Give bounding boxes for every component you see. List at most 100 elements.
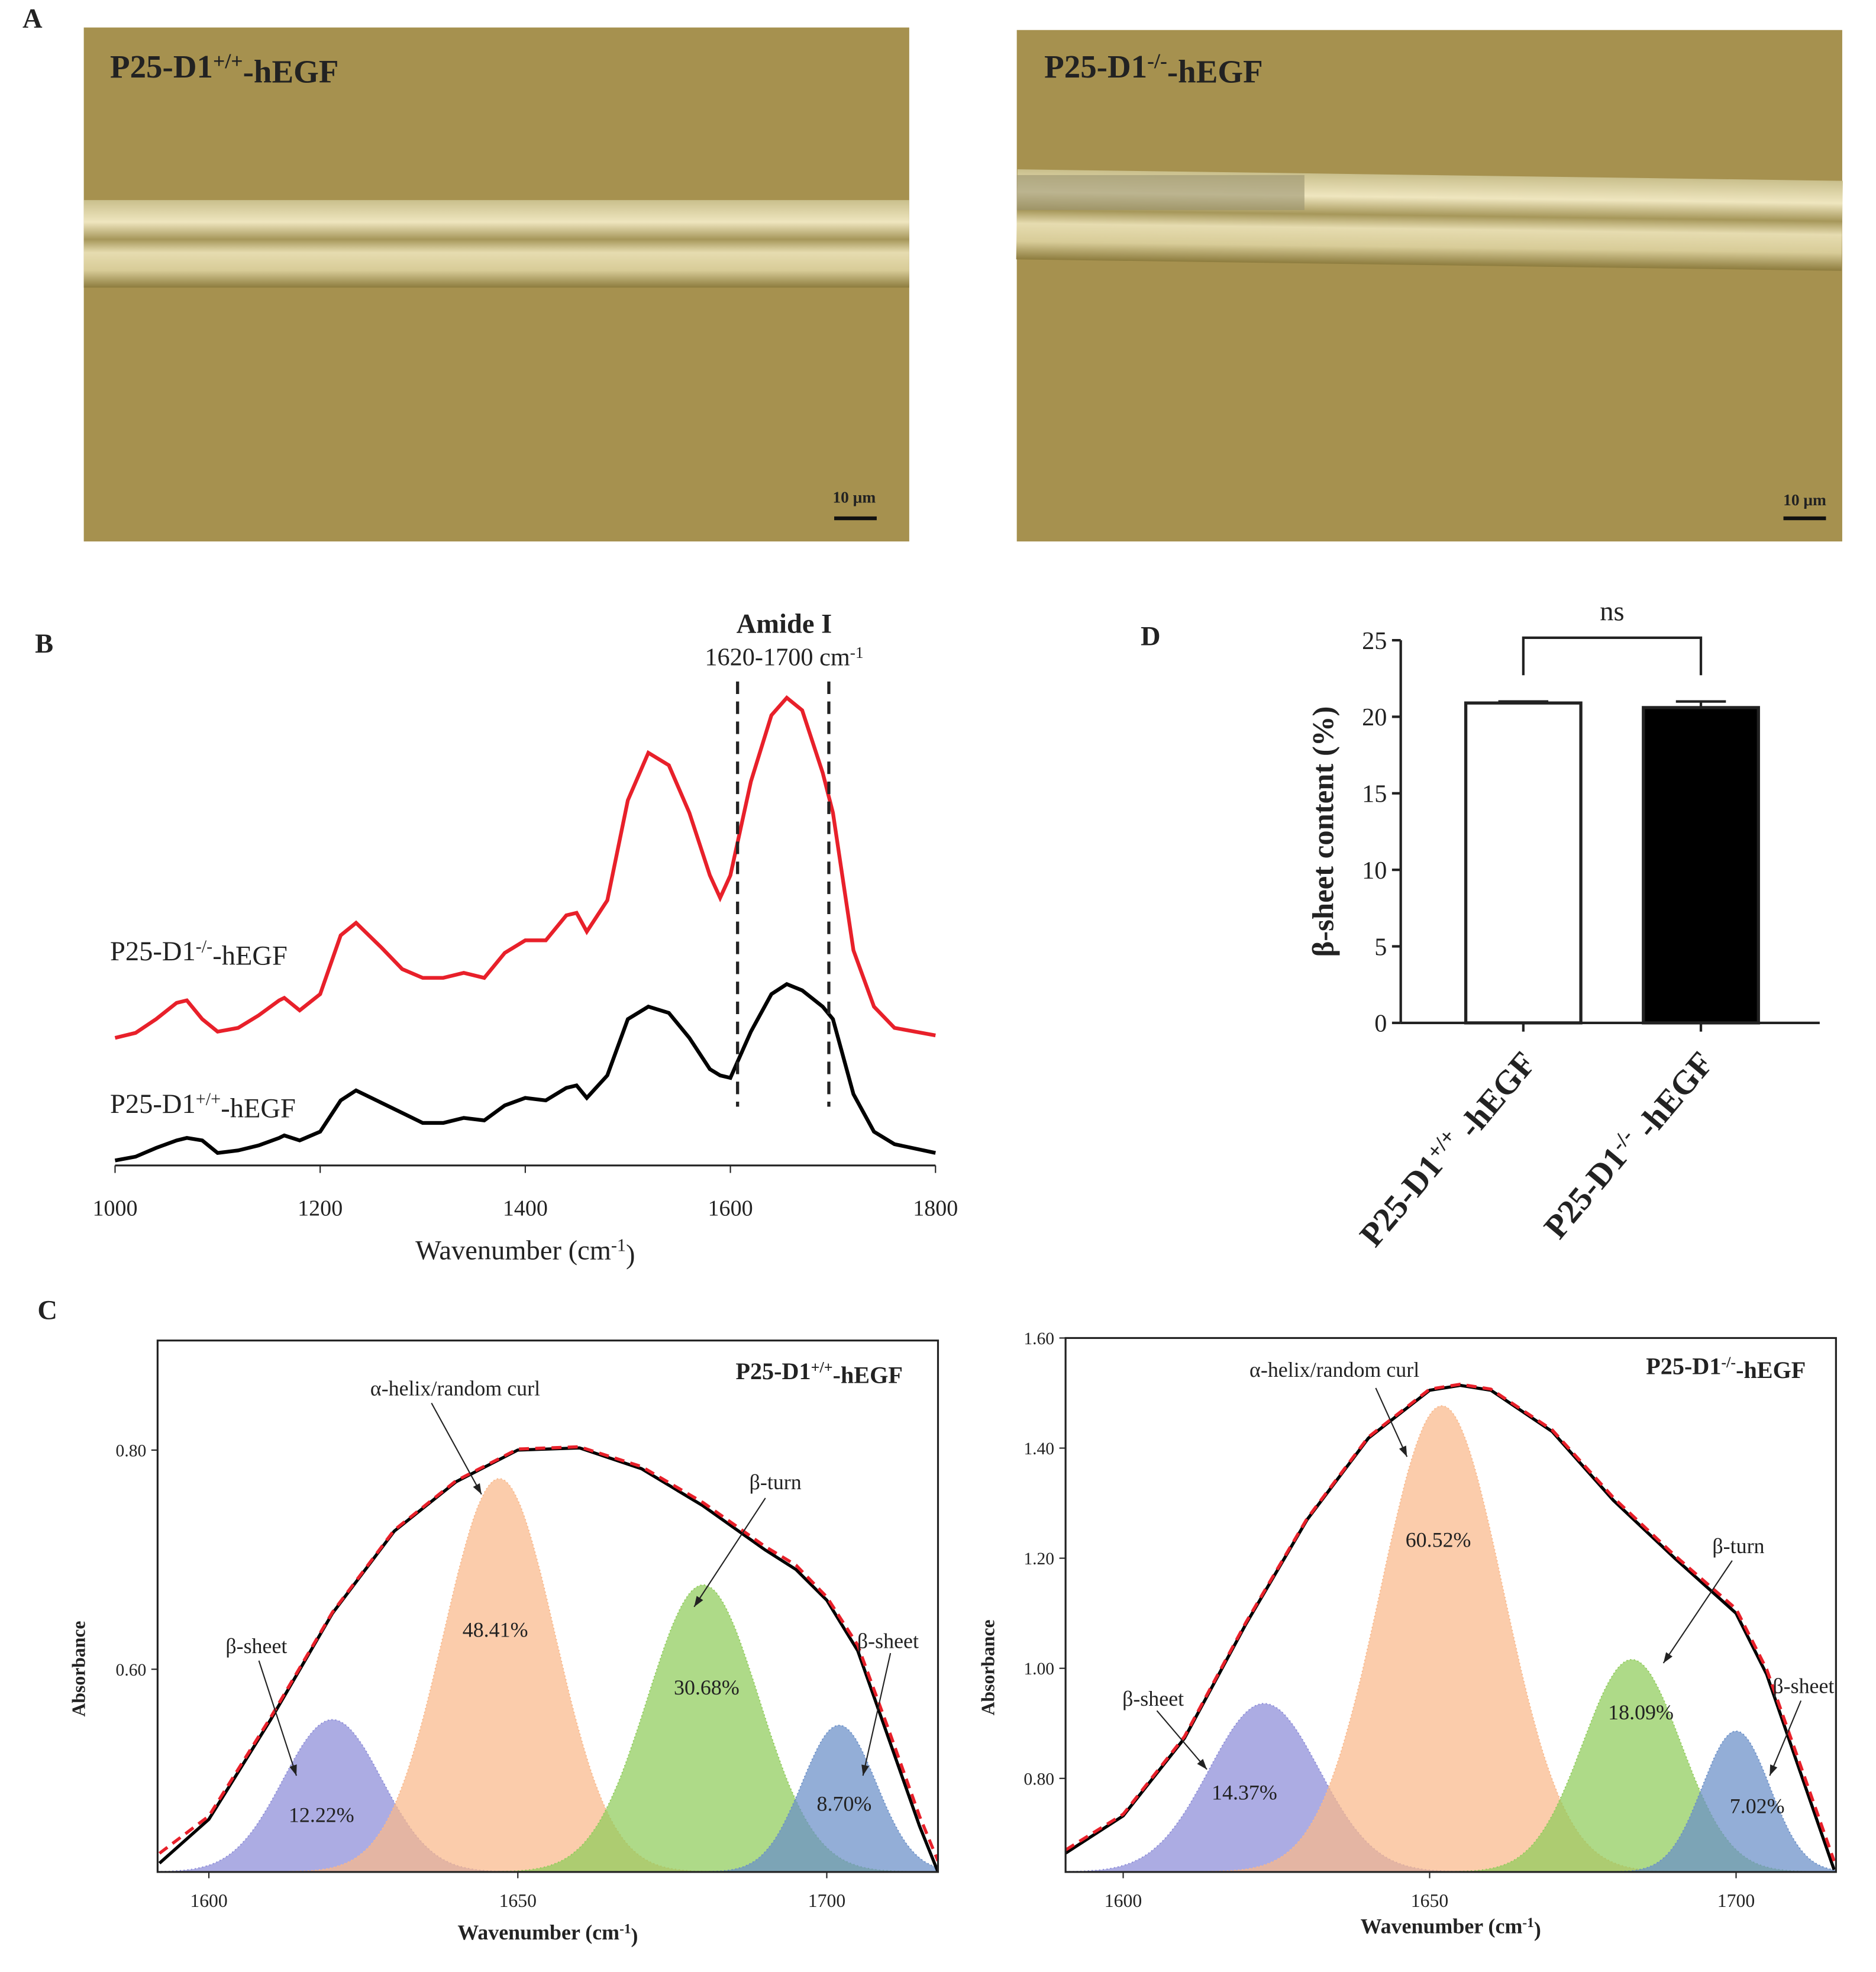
micrograph-1 [83,27,909,542]
y-tick-label: 20 [1362,703,1387,731]
arrow-head [861,1764,869,1776]
plot-frame [156,1340,939,1873]
x-tick-label: 1400 [503,1196,548,1221]
panel-title-sup: -/- [1721,1354,1736,1371]
arrow [258,1660,298,1776]
x-tick-label: 1700 [1717,1890,1755,1911]
y-tick-label: 15 [1362,780,1387,808]
category-label: P25-D1-/- -hEGF [1537,1041,1721,1249]
x-axis-label-sup: -1 [611,1235,626,1256]
panel-title-sup: +/+ [811,1358,833,1376]
scale-label: 10 μm [832,489,876,506]
peak-name: β-sheet [1772,1674,1834,1698]
micrograph-label-text: P25-D1 [110,49,213,85]
spectrum [114,695,936,1040]
category-label-text: P25-D1 [1537,1140,1634,1246]
series-label-text: P25-D1 [110,1089,196,1119]
panel-letter: D [1141,622,1161,652]
micrograph-label-sup: -/- [1147,49,1167,73]
panel-letter: A [22,4,43,34]
peak-share: 30.68% [674,1676,740,1699]
series-label: P25-D1+/+-hEGF [110,1089,296,1124]
series-label-sup: +/+ [196,1089,221,1109]
y-tick-label: 1.40 [1023,1440,1054,1458]
peak-share: 8.70% [817,1792,872,1815]
annotation-range: 1620-1700 cm-1 [705,643,863,671]
x-axis-label: Wavenumber (cm-1) [415,1235,635,1270]
x-tick-label: 1600 [1105,1890,1142,1911]
series-label-tail: -hEGF [221,1093,296,1124]
y-tick-label: 5 [1374,933,1387,961]
arrow [862,1653,892,1776]
y-axis-label: Absorbance [978,1619,999,1715]
x-axis-label-tail: ) [626,1240,635,1270]
scale-bar [1783,516,1826,521]
absorbance-curve [158,1445,938,1862]
fitted-peak [1065,1730,1836,1872]
micrograph-label-text: P25-D1 [1044,49,1147,85]
x-tick-label: 1000 [92,1196,137,1221]
x-tick-label: 1700 [808,1890,845,1911]
x-tick-label: 1650 [499,1890,537,1911]
micrograph-label-tail: -hEGF [243,54,339,90]
peak-name: β-sheet [225,1634,287,1658]
x-tick-label: 1650 [1411,1890,1448,1911]
category-label-text: P25-D1 [1352,1148,1449,1254]
series-label: P25-D1-/--hEGF [110,937,288,972]
series-label-text: P25-D1 [110,937,196,967]
x-tick-label: 1200 [298,1196,343,1221]
peak-name: α-helix/random curl [370,1377,540,1400]
absorbance-curve [1065,1382,1836,1862]
y-tick-label: 0.80 [116,1441,147,1460]
bar [1464,701,1583,1025]
arrow [1156,1710,1207,1770]
category-label: P25-D1+/+ -hEGF [1352,1041,1543,1257]
x-axis-label-sup: -1 [619,1922,631,1937]
fitted-peak [157,1584,938,1872]
micrograph-2 [1016,30,1843,542]
panel-title-text: P25-D1 [1646,1353,1721,1380]
peak-share: 12.22% [289,1803,354,1826]
peak-share: 18.09% [1608,1700,1674,1724]
plot-frame [1064,1337,1837,1873]
arrow-head [473,1483,482,1495]
peak-share: 60.52% [1406,1528,1471,1551]
x-axis-label-text: Wavenumber (cm [457,1921,619,1944]
peak-share: 7.02% [1730,1795,1785,1818]
annotation-range-text: 1620-1700 cm [705,643,850,671]
x-tick-label: 1800 [913,1196,958,1221]
arrow [1769,1700,1802,1776]
significance-bracket [1522,636,1703,676]
arrow-head [289,1764,297,1776]
arrow [1375,1387,1408,1457]
series-label-tail: -hEGF [212,941,288,972]
plot-area [157,1445,938,1872]
arrow [693,1497,766,1608]
micrograph-label: P25-D1-/--hEGF [1044,49,1262,90]
y-tick-label: 1.00 [1023,1660,1054,1679]
fitted-peak [157,1719,938,1872]
x-axis-label-tail: ) [1534,1918,1541,1941]
peak-share: 14.37% [1212,1780,1277,1804]
arrow-head [1399,1445,1407,1457]
annotation-range-sup: -1 [850,644,864,661]
category-label-tail: -hEGF [1623,1045,1720,1151]
peak-name: β-sheet [1122,1687,1184,1710]
x-axis-label: Wavenumber (cm-1) [457,1921,638,1948]
bar [1642,706,1760,1025]
y-tick-label: 25 [1362,627,1387,655]
y-axis-label: Absorbance [69,1621,89,1716]
significance-label: ns [1600,596,1624,627]
micrograph-label-sup: +/+ [213,49,243,73]
peak-name: β-sheet [857,1629,919,1653]
y-axis-label: β-sheet content (%) [1307,706,1340,957]
x-tick-label: 1600 [708,1196,753,1221]
arrow-head [1770,1764,1778,1776]
y-tick-label: 0 [1374,1010,1387,1038]
y-tick-label: 1.60 [1023,1329,1054,1348]
fitted-peak [157,1724,938,1872]
annotation-title: Amide I [737,609,832,639]
scale-bar [834,516,877,521]
x-axis-label-text: Wavenumber (cm [415,1235,611,1266]
y-tick-label: 10 [1362,857,1387,885]
